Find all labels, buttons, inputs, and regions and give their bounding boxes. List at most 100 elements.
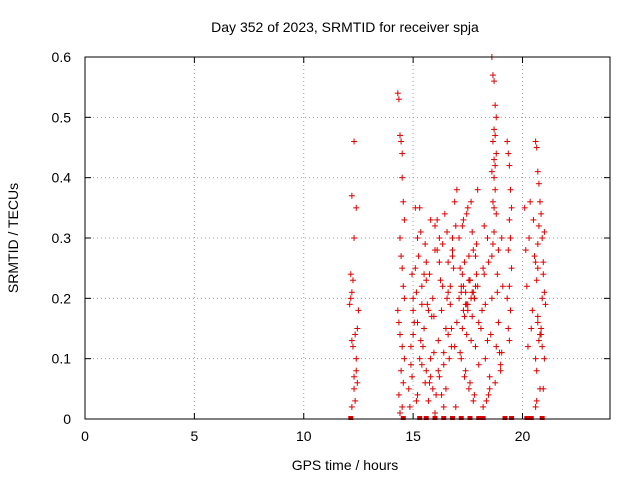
data-point xyxy=(451,198,458,205)
data-point xyxy=(397,132,403,139)
data-point xyxy=(528,325,535,332)
data-point xyxy=(539,416,545,420)
data-point xyxy=(422,241,429,248)
data-point xyxy=(540,259,547,266)
data-point xyxy=(447,283,454,290)
data-point xyxy=(493,210,500,217)
data-point xyxy=(473,271,480,278)
y-tick-label: 0.1 xyxy=(52,351,72,367)
data-point xyxy=(394,90,401,97)
data-point xyxy=(395,96,402,103)
data-point xyxy=(438,391,445,398)
data-point xyxy=(524,416,530,420)
data-point xyxy=(509,416,515,420)
data-point xyxy=(476,416,482,420)
y-tick-label: 0 xyxy=(63,411,71,427)
data-point xyxy=(347,295,354,302)
data-point xyxy=(484,235,491,241)
data-point xyxy=(410,307,417,314)
data-point xyxy=(442,325,449,332)
data-point xyxy=(416,355,423,362)
data-point xyxy=(485,259,492,266)
data-point xyxy=(450,416,455,420)
data-point xyxy=(434,247,441,254)
data-point xyxy=(506,216,513,223)
data-point xyxy=(508,265,515,272)
data-point xyxy=(430,313,437,320)
data-point xyxy=(419,343,426,350)
data-point xyxy=(492,102,499,109)
data-point xyxy=(399,150,406,157)
data-point xyxy=(426,271,433,278)
data-point xyxy=(480,403,487,410)
data-point xyxy=(460,216,467,223)
data-point xyxy=(449,253,456,260)
data-point xyxy=(436,373,443,380)
data-point xyxy=(526,235,533,241)
data-point xyxy=(523,283,530,290)
data-point xyxy=(494,271,501,278)
data-point xyxy=(464,307,471,314)
data-point xyxy=(348,337,355,344)
data-point xyxy=(521,204,528,211)
data-point xyxy=(497,361,504,368)
data-point xyxy=(467,379,473,386)
data-point xyxy=(535,337,542,344)
data-point xyxy=(479,307,486,314)
data-point xyxy=(464,204,471,211)
data-point xyxy=(460,283,467,290)
data-point xyxy=(447,301,454,308)
data-point xyxy=(440,361,447,368)
y-tick-label: 0.2 xyxy=(52,290,72,306)
data-point xyxy=(532,259,539,266)
data-point xyxy=(488,253,495,260)
data-point xyxy=(400,283,407,290)
data-point xyxy=(457,265,464,272)
data-point xyxy=(542,301,549,308)
data-point xyxy=(491,174,498,181)
data-point xyxy=(505,325,512,332)
data-point xyxy=(463,301,470,308)
data-point xyxy=(489,241,496,248)
data-point xyxy=(482,355,489,362)
data-point xyxy=(492,379,499,386)
data-point xyxy=(452,222,459,229)
data-point xyxy=(397,409,403,416)
data-point xyxy=(401,216,408,223)
data-point xyxy=(534,168,541,175)
data-point xyxy=(493,150,500,157)
data-point xyxy=(445,331,452,338)
data-point xyxy=(465,385,472,392)
data-point xyxy=(409,271,416,278)
data-point xyxy=(433,391,440,398)
data-point xyxy=(491,228,498,235)
data-points xyxy=(346,54,549,420)
data-point xyxy=(425,397,432,404)
x-tick-label: 10 xyxy=(296,428,312,444)
data-point xyxy=(441,416,447,420)
data-point xyxy=(395,391,402,398)
data-point xyxy=(413,289,420,296)
data-point xyxy=(527,198,534,205)
data-point xyxy=(354,379,361,386)
data-point xyxy=(468,295,475,302)
data-point xyxy=(533,367,540,374)
data-point xyxy=(491,156,498,163)
data-point xyxy=(480,416,486,420)
data-point xyxy=(541,228,548,235)
data-point xyxy=(355,307,362,314)
data-point xyxy=(409,373,416,380)
data-point xyxy=(461,313,468,320)
chart-title: Day 352 of 2023, SRMTID for receiver spj… xyxy=(211,19,479,35)
data-point xyxy=(352,331,359,338)
data-point xyxy=(349,343,356,350)
data-point xyxy=(463,331,470,338)
data-point xyxy=(398,367,405,374)
data-point xyxy=(348,403,355,410)
data-point xyxy=(533,277,540,284)
data-point xyxy=(522,247,529,254)
data-point xyxy=(541,355,548,362)
data-point xyxy=(349,277,356,284)
data-point xyxy=(452,403,459,410)
data-point xyxy=(407,361,414,368)
